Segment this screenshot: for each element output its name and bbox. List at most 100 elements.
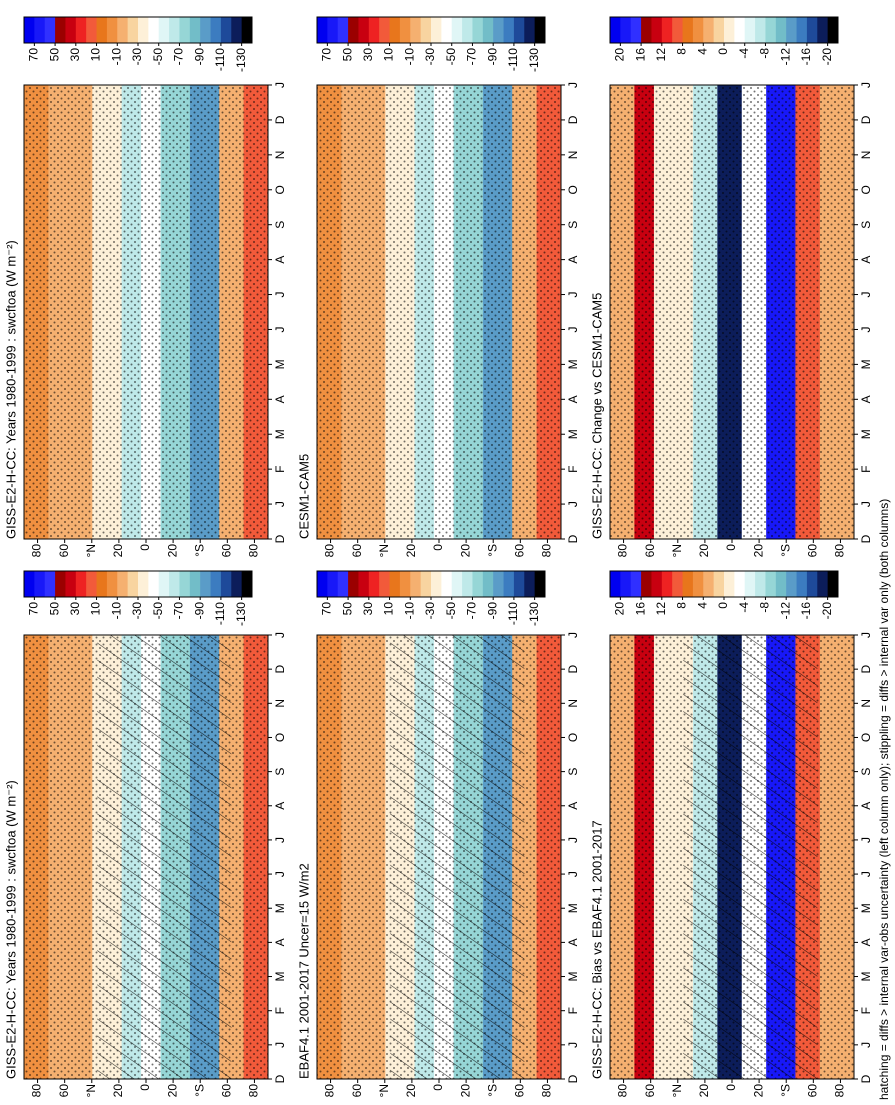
x-tick-label: J (566, 1042, 580, 1048)
x-tick-label: O (859, 185, 873, 194)
colorbar-bin (410, 571, 422, 597)
x-tick-label: M (273, 903, 287, 913)
colorbar-tick-label: -10 (109, 602, 123, 620)
x-tick-label: N (566, 699, 580, 708)
colorbar-bin (420, 571, 432, 597)
colorbar-tick-label: -12 (778, 48, 792, 66)
colorbar-tick-label: 70 (27, 48, 41, 62)
colorbar-bin (765, 571, 777, 597)
colorbar-tick-label: 50 (47, 602, 61, 616)
colorbar-tick-label: 4 (695, 602, 709, 609)
colorbar-tick-label: 10 (89, 48, 103, 62)
x-tick-label: F (566, 465, 580, 472)
y-tick-label: 20 (751, 1084, 765, 1098)
x-tick-label: O (566, 733, 580, 742)
colorbar-tick-label: -70 (465, 48, 479, 66)
x-tick-label: M (859, 903, 873, 913)
colorbar-bin (317, 17, 328, 43)
x-tick-label: D (273, 115, 287, 124)
x-tick-label: M (566, 429, 580, 439)
colorbar-bin (493, 571, 505, 597)
colorbar-bin (420, 17, 432, 43)
y-tick-label: °N (377, 1084, 391, 1097)
colorbar-tick-label: 50 (340, 48, 354, 62)
y-tick-label: 60 (513, 1084, 527, 1098)
colorbar-bin (96, 17, 108, 43)
colorbar-tick-label: -10 (109, 48, 123, 66)
y-tick-label: 80 (616, 544, 630, 558)
colorbar-bin (200, 571, 212, 597)
colorbar-bin (127, 571, 139, 597)
y-tick-label: 20 (751, 544, 765, 558)
colorbar-bin (451, 571, 463, 597)
colorbar-bin (503, 571, 515, 597)
x-tick-label: J (566, 292, 580, 298)
colorbar-bin (220, 571, 232, 597)
x-tick-label: D (273, 534, 287, 543)
y-tick-label: 0 (724, 1084, 738, 1091)
colorbar-bin (703, 17, 715, 43)
colorbar-tick-label: -110 (506, 48, 520, 71)
y-tick-label: °N (84, 1084, 98, 1097)
x-tick-label: N (273, 151, 287, 160)
colorbar-bin (410, 17, 422, 43)
y-tick-label: 20 (404, 544, 418, 558)
x-tick-label: J (859, 501, 873, 507)
x-tick-label: O (566, 185, 580, 194)
colorbar-tick-label: -70 (465, 602, 479, 620)
colorbar-bin (34, 571, 46, 597)
colorbar-bin (692, 571, 704, 597)
colorbar-tick-label: -30 (423, 602, 437, 620)
x-tick-label: N (859, 699, 873, 708)
colorbar-bin (713, 571, 725, 597)
y-tick-label: °S (192, 1084, 206, 1097)
colorbar-bin (106, 571, 118, 597)
x-tick-label: A (859, 256, 873, 264)
colorbar-bin (513, 17, 525, 43)
colorbar-bin (482, 571, 494, 597)
colorbar-bin (682, 17, 694, 43)
colorbar-bin (534, 571, 546, 597)
y-tick-label: 20 (111, 1084, 125, 1098)
y-tick-label: 80 (247, 544, 261, 558)
colorbar-bin (775, 571, 787, 597)
colorbar-bin (106, 17, 118, 43)
colorbar-bin (231, 17, 243, 43)
x-tick-label: J (859, 837, 873, 843)
x-tick-label: S (273, 768, 287, 776)
colorbar-bin (641, 571, 652, 597)
colorbar-tick-label: -30 (423, 48, 437, 66)
x-tick-label: J (566, 326, 580, 332)
x-tick-label: A (566, 256, 580, 264)
colorbar-tick-label: 8 (675, 48, 689, 55)
colorbar-bin (189, 17, 201, 43)
colorbar-bin (148, 17, 160, 43)
x-tick-label: J (273, 632, 287, 638)
x-tick-label: A (566, 802, 580, 810)
colorbar-bin (55, 571, 66, 597)
colorbar-bin (796, 17, 808, 43)
colorbar-bin (786, 17, 798, 43)
colorbar-bin (358, 17, 370, 43)
x-tick-label: J (566, 871, 580, 877)
colorbar-bin (692, 17, 704, 43)
colorbar-bin (786, 571, 798, 597)
y-tick-label: 80 (247, 1084, 261, 1098)
x-tick-label: D (859, 1074, 873, 1083)
colorbar-bin (651, 17, 663, 43)
colorbar-tick-label: -50 (151, 48, 165, 66)
colorbar-tick-label: 70 (320, 48, 334, 62)
colorbar-bin (524, 17, 536, 43)
x-tick-label: A (859, 938, 873, 946)
y-tick-label: 20 (165, 544, 179, 558)
colorbar-bin (138, 571, 149, 597)
colorbar-tick-label: -20 (820, 48, 834, 66)
colorbar-bin (169, 17, 180, 43)
colorbar-bin (96, 571, 108, 597)
x-tick-label: J (273, 501, 287, 507)
colorbar-bin (472, 17, 484, 43)
colorbar-bin (200, 17, 212, 43)
hatching (390, 635, 525, 1079)
colorbar-bin (55, 17, 66, 43)
x-tick-label: A (859, 395, 873, 403)
